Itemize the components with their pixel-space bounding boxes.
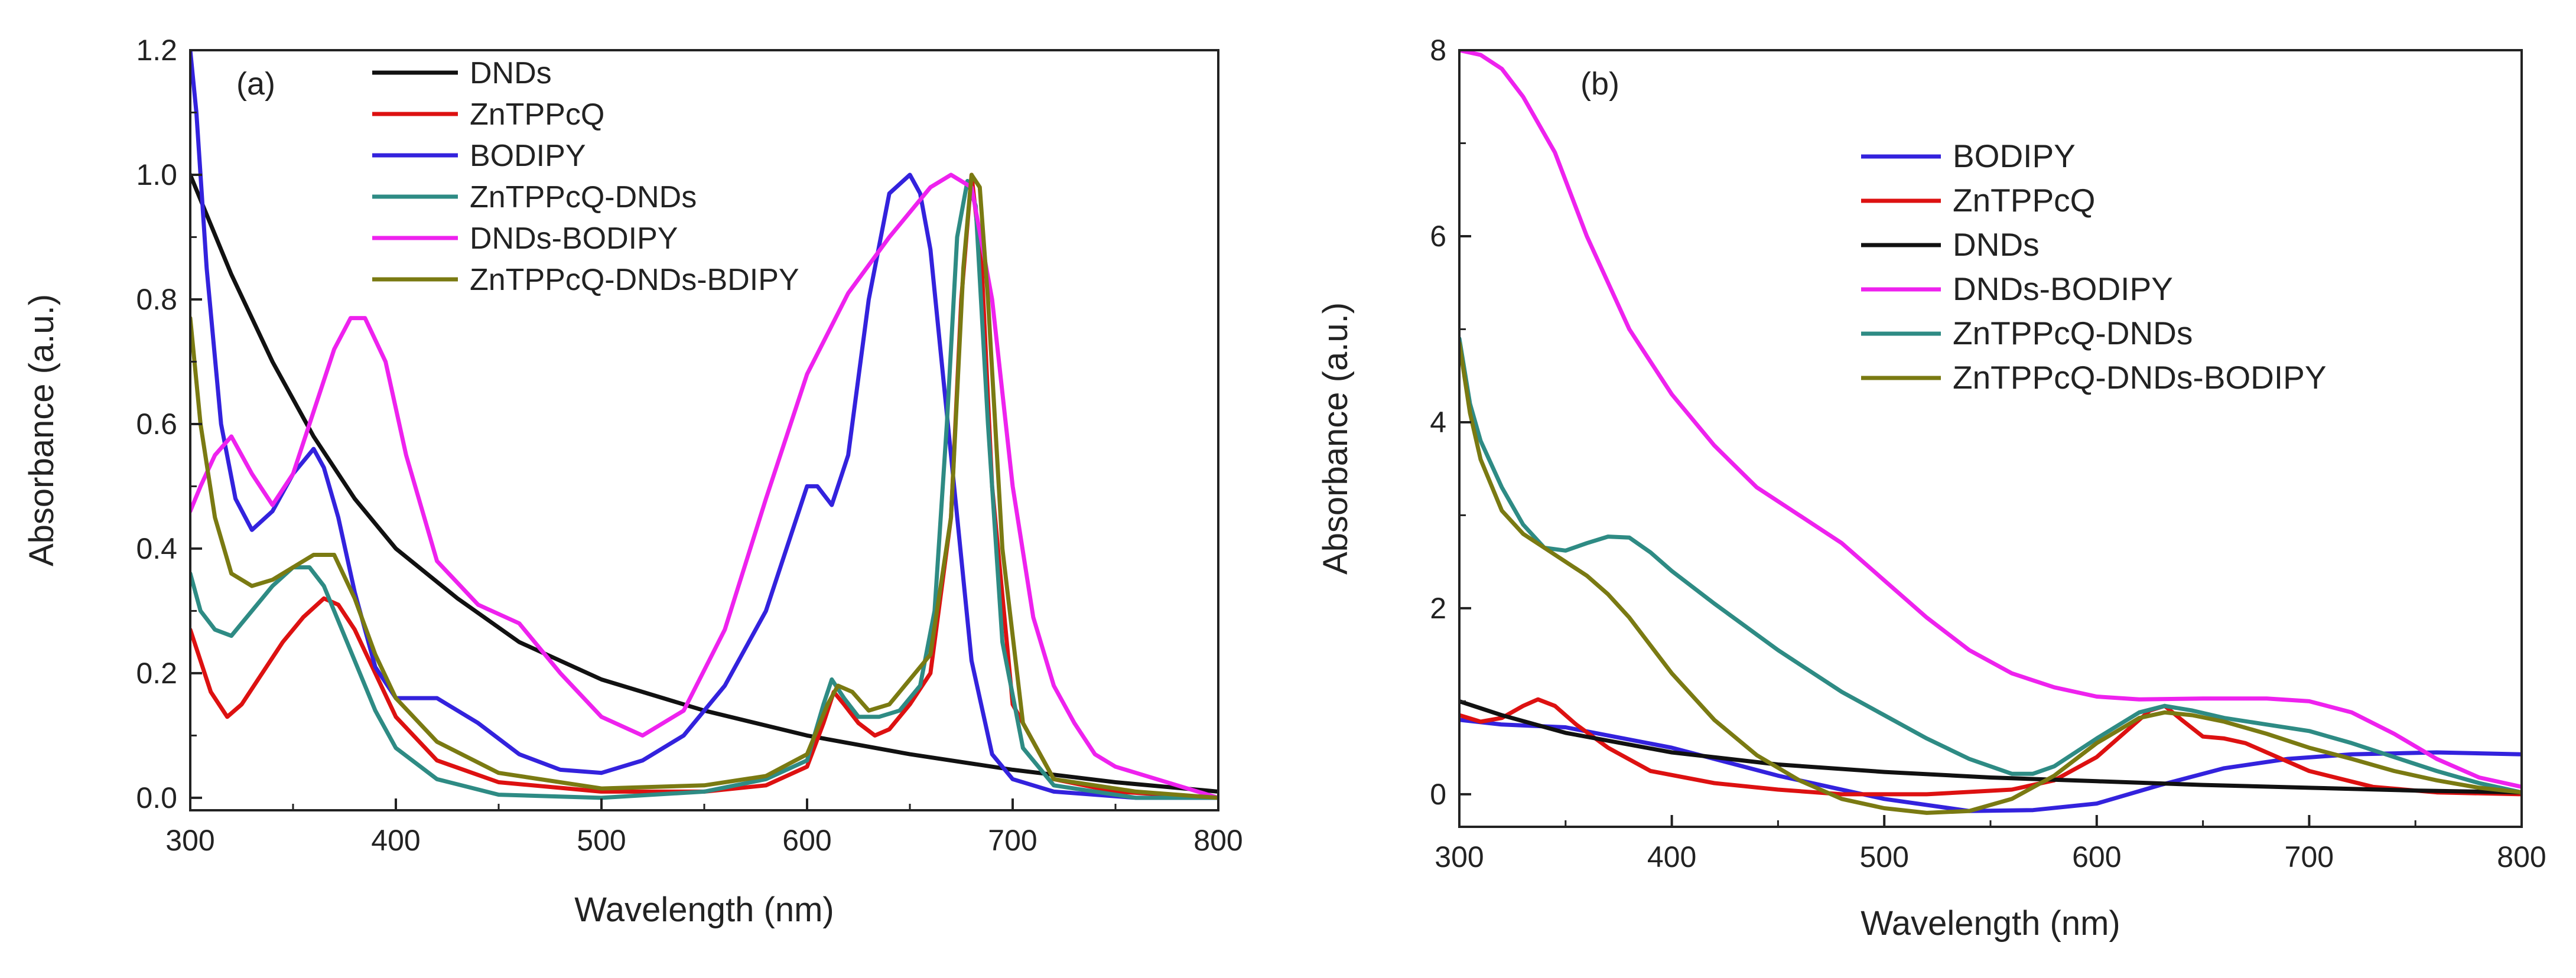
panel-b-x-tick-label-1: 400 xyxy=(1647,840,1696,873)
panel-b-y-tick-label-2: 4 xyxy=(1430,406,1446,439)
panel-a-legend-label-4: DNDs-BODIPY xyxy=(470,221,678,256)
panel-b-series-line-4 xyxy=(1459,336,2522,795)
panel-a-x-tick-label-1: 400 xyxy=(371,824,420,857)
panel-b-x-tick-label-5: 800 xyxy=(2497,840,2546,873)
panel-b-y-tick-label-0: 0 xyxy=(1430,778,1446,811)
panel-a-x-tick-label-2: 500 xyxy=(577,824,626,857)
panel-a-y-tick-label-0: 0.0 xyxy=(136,781,177,814)
panel-a-legend-label-5: ZnTPPcQ-DNDs-BDIPY xyxy=(470,263,799,297)
panel-b-x-tick-label-2: 500 xyxy=(1859,840,1908,873)
panel-b-legend-label-2: DNDs xyxy=(1953,226,2040,263)
panel-b-x-tick-label-3: 600 xyxy=(2072,840,2121,873)
panel-b-y-tick-label-4: 8 xyxy=(1430,34,1446,67)
panel-a-y-tick-label-2: 0.4 xyxy=(136,532,177,565)
panel-b-series-line-5 xyxy=(1459,341,2522,815)
panel-b-y-axis-label: Absorbance (a.u.) xyxy=(1316,302,1355,575)
panel-b-series-line-3 xyxy=(1459,50,2522,789)
panel-a-x-tick-label-3: 600 xyxy=(782,824,831,857)
panel-a-series-line-0 xyxy=(190,172,1218,794)
panel-b-series-line-0 xyxy=(1459,718,2522,813)
panel-a-x-tick-label-5: 800 xyxy=(1193,824,1243,857)
panel-a-panel-label: (a) xyxy=(236,66,275,102)
panel-b-series-line-2 xyxy=(1459,699,2522,795)
panel-b-legend-label-0: BODIPY xyxy=(1953,138,2076,174)
panel-a: 300 400 500 600 700 800 0.0 0.2 0.4 0.6 0.8 1.0 1.2 W… xyxy=(22,34,1243,929)
panel-b-y-tick-label-1: 2 xyxy=(1430,592,1446,625)
panel-b-legend-label-5: ZnTPPcQ-DNDs-BODIPY xyxy=(1953,359,2327,396)
panel-a-legend-label-1: ZnTPPcQ xyxy=(470,97,604,132)
panel-a-y-tick-label-3: 0.6 xyxy=(136,407,177,441)
panel-b-legend-label-1: ZnTPPcQ xyxy=(1953,182,2095,219)
panel-a-y-tick-label-4: 0.8 xyxy=(136,283,177,316)
panel-b-legend-label-4: ZnTPPcQ-DNDs xyxy=(1953,315,2193,351)
panel-b-panel-label: (b) xyxy=(1580,66,1619,102)
panel-a-legend: DNDs ZnTPPcQ BODIPY ZnTPPcQ-DNDs DNDs-BODIPY… xyxy=(372,56,799,297)
panel-b-y-tick-label-3: 6 xyxy=(1430,220,1446,253)
panel-a-y-axis-label: Absorbance (a.u.) xyxy=(22,294,61,566)
panel-a-x-axis-label: Wavelength (nm) xyxy=(574,891,834,929)
panel-a-series-group xyxy=(190,50,1218,800)
panel-a-legend-label-2: BODIPY xyxy=(470,139,586,173)
panel-a-series-line-5 xyxy=(190,172,1218,800)
panel-a-series-line-4 xyxy=(190,172,1218,800)
panel-b-legend-label-3: DNDs-BODIPY xyxy=(1953,270,2173,307)
panel-a-y-tick-label-6: 1.2 xyxy=(136,34,177,67)
panel-a-y-tick-label-1: 0.2 xyxy=(136,657,177,690)
panel-b: 300 400 500 600 700 800 0 2 4 6 8 Wavelength (nm) Ab… xyxy=(1316,34,2546,943)
panel-a-legend-label-3: ZnTPPcQ-DNDs xyxy=(470,180,697,214)
panel-a-x-tick-label-4: 700 xyxy=(988,824,1037,857)
panel-a-x-tick-label-0: 300 xyxy=(165,824,214,857)
panel-b-x-axis-label: Wavelength (nm) xyxy=(1861,904,2120,943)
panel-b-series-group xyxy=(1459,50,2522,815)
panel-a-legend-label-0: DNDs xyxy=(470,56,552,90)
panel-b-x-tick-label-0: 300 xyxy=(1435,840,1484,873)
panel-a-y-tick-label-5: 1.0 xyxy=(136,158,177,191)
panel-b-legend: BODIPY ZnTPPcQ DNDs DNDs-BODIPY ZnTPPcQ-DNDs… xyxy=(1861,138,2327,396)
panel-b-x-tick-label-4: 700 xyxy=(2285,840,2334,873)
